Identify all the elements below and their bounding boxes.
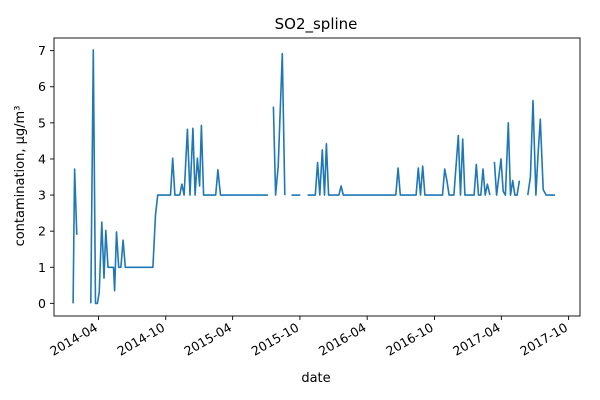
x-axis-label: date	[301, 371, 330, 386]
y-tick-label: 1	[38, 260, 46, 275]
y-tick-label: 2	[38, 224, 46, 239]
series-segment-2	[90, 49, 268, 305]
series-segment-7	[527, 99, 555, 196]
plot-area	[72, 49, 555, 305]
y-tick-label: 3	[38, 188, 46, 203]
chart-title: SO2_spline	[275, 15, 358, 34]
y-tick-label: 0	[38, 296, 46, 311]
y-tick-label: 6	[38, 79, 46, 94]
series-segment-3	[272, 52, 286, 196]
y-axis-label: contamination, µg/m³	[13, 106, 28, 247]
series-segment-1	[72, 168, 78, 304]
axes-frame	[53, 37, 581, 317]
series-segment-5	[307, 134, 491, 196]
y-tick-label: 5	[38, 115, 46, 130]
y-tick-label: 4	[38, 151, 46, 166]
y-tick-label: 7	[38, 43, 46, 58]
series-segment-6	[493, 122, 521, 196]
